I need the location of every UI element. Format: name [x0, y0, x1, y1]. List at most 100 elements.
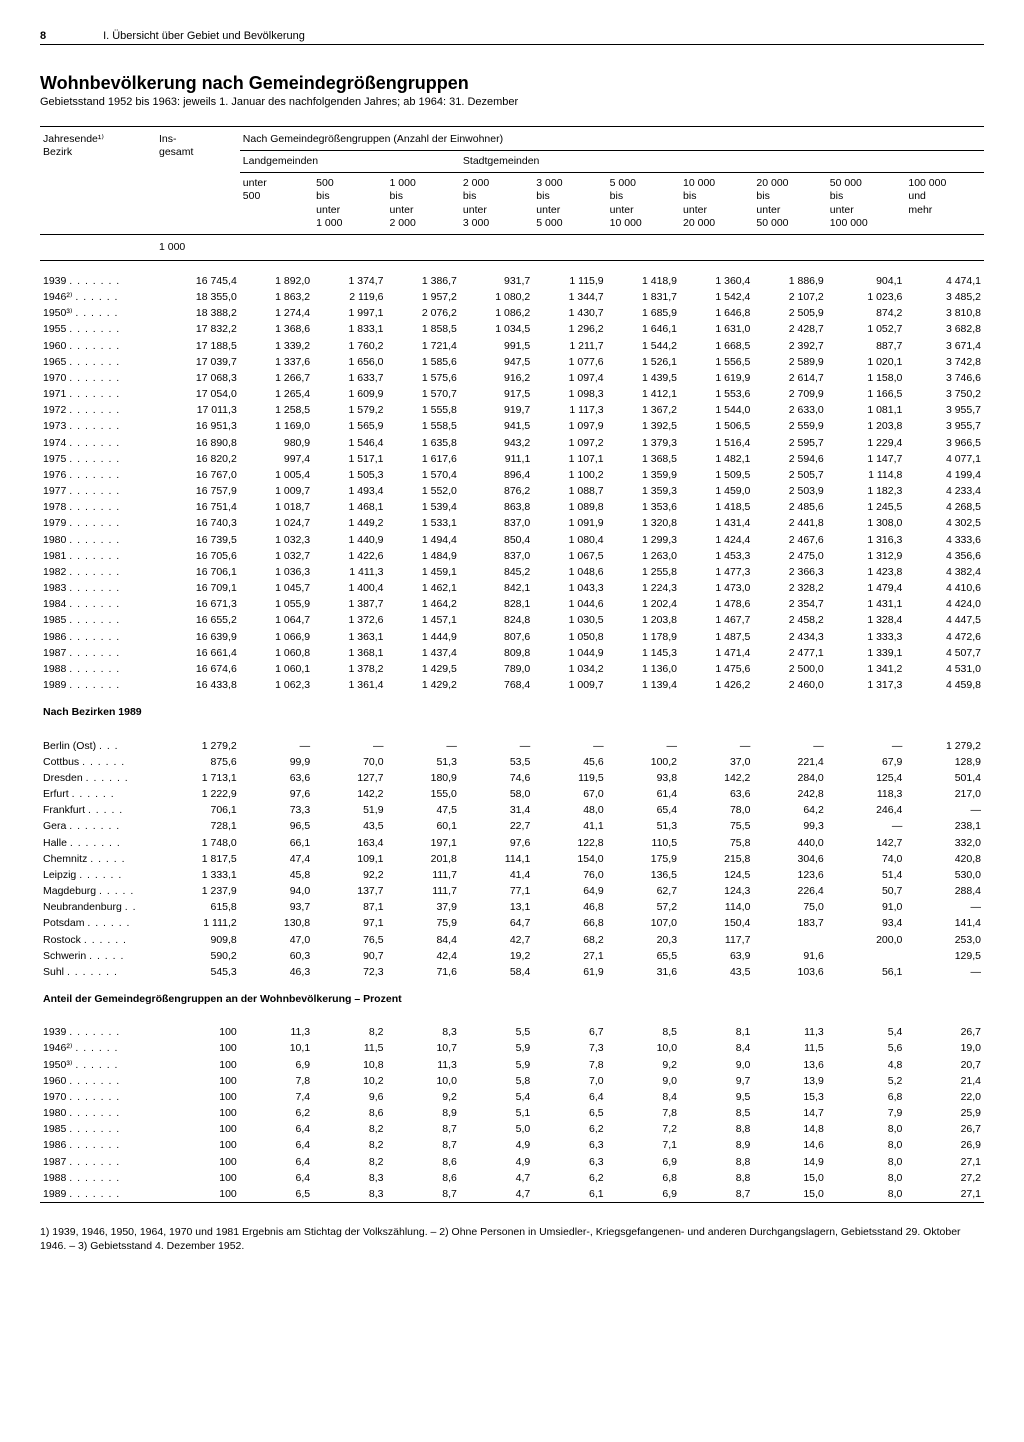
table-cell: 128,9: [905, 754, 984, 770]
table-cell: 1 062,3: [240, 677, 313, 693]
table-cell: 1 344,7: [533, 289, 606, 305]
table-cell: 3 742,8: [905, 354, 984, 370]
table-cell: 27,1: [905, 1186, 984, 1203]
table-cell: 1 633,7: [313, 370, 386, 386]
table-cell: 6,8: [607, 1170, 680, 1186]
table-cell: 5,2: [827, 1073, 906, 1089]
table-row: 1989 . . . . . . . 16 433,81 062,31 361,…: [40, 677, 984, 693]
table-cell: 828,1: [460, 596, 533, 612]
table-cell: 1 473,0: [680, 580, 753, 596]
table-cell: 1 337,6: [240, 354, 313, 370]
table-cell: 51,3: [387, 754, 460, 770]
table-cell: 2 559,9: [753, 418, 826, 434]
table-cell: 1 086,2: [460, 305, 533, 321]
table-cell: 17 054,0: [156, 386, 240, 402]
table-row: 1979 . . . . . . . 16 740,31 024,71 449,…: [40, 515, 984, 531]
table-cell: 16 639,9: [156, 629, 240, 645]
table-cell: 17 832,2: [156, 321, 240, 337]
table-cell: 90,7: [313, 948, 386, 964]
table-cell: 5,9: [460, 1057, 533, 1073]
table-cell: 221,4: [753, 754, 826, 770]
hdr-c5: 2 000bisunter3 000: [460, 173, 533, 235]
row-label: 1965 . . . . . . .: [40, 354, 156, 370]
table-cell: 1 487,5: [680, 629, 753, 645]
table-cell: 51,3: [607, 818, 680, 834]
table-cell: 909,8: [156, 932, 240, 948]
table-row: Erfurt . . . . . . 1 222,997,6142,2155,0…: [40, 786, 984, 802]
table-cell: 48,0: [533, 802, 606, 818]
table-cell: 332,0: [905, 835, 984, 851]
row-label: 1955 . . . . . . .: [40, 321, 156, 337]
table-cell: 1 136,0: [607, 661, 680, 677]
table-cell: 7,0: [533, 1073, 606, 1089]
row-label: Magdeburg . . . . .: [40, 883, 156, 899]
table-cell: 201,8: [387, 851, 460, 867]
table-cell: 103,6: [753, 964, 826, 980]
table-cell: 16 745,4: [156, 273, 240, 289]
table-row: 1965 . . . . . . . 17 039,71 337,61 656,…: [40, 354, 984, 370]
row-label: Frankfurt . . . . .: [40, 802, 156, 818]
table-cell: 66,8: [533, 915, 606, 931]
table-row: 1986 . . . . . . . 16 639,91 066,91 363,…: [40, 629, 984, 645]
table-cell: 246,4: [827, 802, 906, 818]
table-cell: 1 145,3: [607, 645, 680, 661]
table-cell: 41,1: [533, 818, 606, 834]
table-row: 1975 . . . . . . . 16 820,2997,41 517,11…: [40, 451, 984, 467]
table-cell: 1 646,1: [607, 321, 680, 337]
table-cell: 1 542,4: [680, 289, 753, 305]
table-cell: 18 388,2: [156, 305, 240, 321]
table-cell: 56,1: [827, 964, 906, 980]
table-cell: 8,0: [827, 1186, 906, 1203]
table-row: 1988 . . . . . . . 16 674,61 060,11 378,…: [40, 661, 984, 677]
table-cell: 1 043,3: [533, 580, 606, 596]
table-cell: 2 458,2: [753, 612, 826, 628]
page-header: 8 I. Übersicht über Gebiet und Bevölkeru…: [40, 30, 984, 45]
table-cell: 10,7: [387, 1040, 460, 1056]
table-cell: 100: [156, 1137, 240, 1153]
table-cell: 74,6: [460, 770, 533, 786]
table-cell: 7,8: [240, 1073, 313, 1089]
table-cell: 8,0: [827, 1154, 906, 1170]
table-cell: 6,4: [240, 1137, 313, 1153]
table-cell: 1 471,4: [680, 645, 753, 661]
table-cell: 1 032,3: [240, 532, 313, 548]
table-row: 1982 . . . . . . . 16 706,11 036,31 411,…: [40, 564, 984, 580]
table-cell: 931,7: [460, 273, 533, 289]
table-cell: 1 685,9: [607, 305, 680, 321]
hdr-c10: 50 000bisunter100 000: [827, 173, 906, 235]
hdr-c2: unter500: [240, 173, 313, 235]
table-cell: 1 368,5: [607, 451, 680, 467]
table-cell: 137,7: [313, 883, 386, 899]
table-cell: 1 333,3: [827, 629, 906, 645]
table-cell: 136,5: [607, 867, 680, 883]
table-cell: 1 429,2: [387, 677, 460, 693]
table-cell: 1 570,4: [387, 467, 460, 483]
table-row: 1939 . . . . . . . 16 745,41 892,01 374,…: [40, 273, 984, 289]
table-cell: 1 034,5: [460, 321, 533, 337]
table-cell: 1 080,4: [533, 532, 606, 548]
table-cell: 1 424,4: [680, 532, 753, 548]
table-row: 1974 . . . . . . . 16 890,8980,91 546,41…: [40, 435, 984, 451]
table-cell: 941,5: [460, 418, 533, 434]
table-cell: 37,0: [680, 754, 753, 770]
table-row: Berlin (Ost) . . . 1 279,2—————————1 279…: [40, 738, 984, 754]
table-row: 1980 . . . . . . . 16 739,51 032,31 440,…: [40, 532, 984, 548]
table-cell: 1 320,8: [607, 515, 680, 531]
table-cell: 1 713,1: [156, 770, 240, 786]
table-cell: 94,0: [240, 883, 313, 899]
table-cell: 8,2: [313, 1137, 386, 1153]
table-row: Halle . . . . . . . 1 748,066,1163,4197,…: [40, 835, 984, 851]
table-cell: 4,7: [460, 1170, 533, 1186]
table-cell: 1 858,5: [387, 321, 460, 337]
table-cell: 1 431,4: [680, 515, 753, 531]
hdr-gesamt: gesamt: [159, 146, 193, 158]
table-cell: 3 966,5: [905, 435, 984, 451]
table-cell: 4 531,0: [905, 661, 984, 677]
table-cell: 10,1: [240, 1040, 313, 1056]
table-cell: 15,3: [753, 1089, 826, 1105]
table-cell: 142,2: [680, 770, 753, 786]
table-cell: 1 359,3: [607, 483, 680, 499]
table-cell: 6,2: [533, 1170, 606, 1186]
table-cell: 17 068,3: [156, 370, 240, 386]
table-cell: 1 060,8: [240, 645, 313, 661]
